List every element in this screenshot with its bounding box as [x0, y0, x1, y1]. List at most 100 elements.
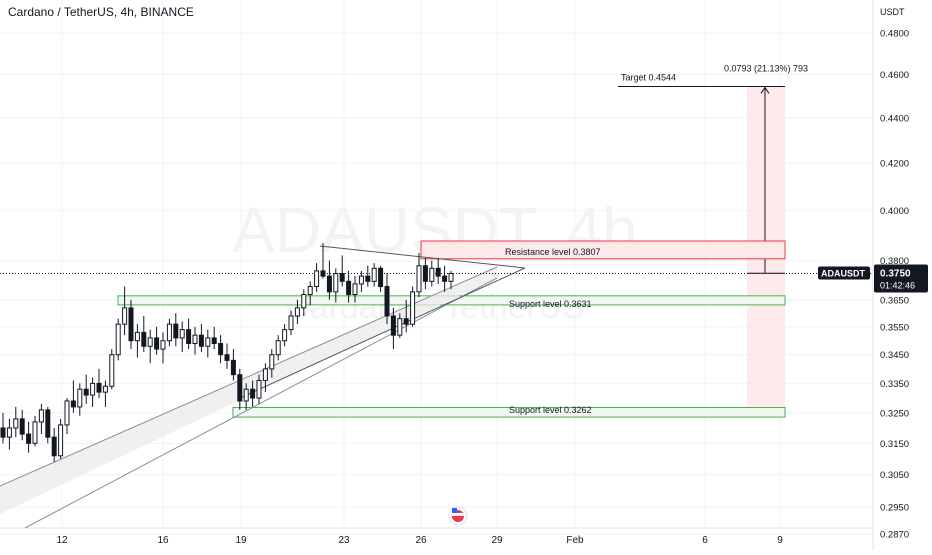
candle-body — [166, 323, 172, 342]
candle-body — [326, 275, 332, 293]
price-tick-label: 0.2950 — [880, 503, 909, 514]
price-tick-label: 0.3250 — [880, 408, 909, 419]
candle-body — [83, 388, 89, 396]
candle-body — [243, 388, 249, 402]
price-tick-label: 0.4200 — [880, 159, 909, 170]
candle-body — [365, 275, 371, 282]
candle — [192, 326, 198, 355]
flag-stripe — [452, 513, 464, 516]
candle — [122, 286, 128, 336]
candle-body — [333, 273, 339, 293]
candle — [102, 380, 108, 407]
support-lower-zone[interactable] — [232, 407, 786, 418]
resistance-zone[interactable] — [420, 240, 786, 260]
candle-body — [397, 318, 403, 336]
candle — [0, 412, 6, 444]
price-axis[interactable]: USDT 0.50000.48000.46000.44000.42000.400… — [880, 0, 909, 540]
candle — [147, 329, 153, 364]
candle — [282, 324, 288, 347]
candle-body — [352, 283, 358, 296]
price-tick-label: 0.3350 — [880, 379, 909, 390]
candle-body — [390, 315, 396, 336]
candle — [429, 260, 435, 287]
candle — [442, 265, 448, 292]
candle-body — [109, 354, 115, 387]
candle — [186, 318, 192, 350]
news-flag-icon[interactable] — [448, 506, 468, 526]
candle — [218, 335, 224, 364]
price-tick-label: 0.3150 — [880, 439, 909, 450]
candle-body — [256, 379, 262, 399]
price-tick-label: 0.3050 — [880, 470, 909, 481]
candle — [6, 418, 12, 450]
candle-body — [448, 273, 454, 282]
candle — [13, 406, 19, 438]
candle — [256, 374, 262, 404]
resistance-label: Resistance level 0.3807 — [505, 247, 601, 257]
price-tick-label: 0.3450 — [880, 350, 909, 361]
candle-body — [128, 307, 134, 342]
candle — [326, 260, 332, 300]
last-price: 0.3750 — [880, 269, 911, 280]
candle-body — [141, 331, 147, 347]
candle — [32, 415, 38, 447]
candle — [250, 380, 256, 407]
candle — [96, 368, 102, 399]
price-tags: ADAUSDT 0.3750 01:42:46 — [818, 264, 928, 293]
candle — [448, 270, 454, 290]
price-tag-bg — [874, 264, 928, 293]
candle-body — [211, 337, 217, 344]
candle-body — [64, 400, 70, 426]
time-axis[interactable]: 12 16 19 23 26 29 Feb 6 9 — [56, 535, 783, 546]
candle — [365, 265, 371, 287]
channel-lower[interactable] — [24, 277, 498, 529]
price-tick-label: 0.3550 — [880, 322, 909, 333]
price-tick-label: 0.4400 — [880, 113, 909, 124]
candle-body — [186, 329, 192, 344]
symbol-tag: ADAUSDT — [821, 269, 866, 279]
candle-body — [320, 270, 326, 277]
time-tick-label: 12 — [56, 535, 68, 546]
candle-body — [179, 329, 185, 339]
candle — [141, 315, 147, 352]
candle-body — [314, 270, 320, 288]
time-tick-label: 9 — [777, 535, 783, 546]
candle — [339, 255, 345, 287]
candle-body — [147, 337, 153, 347]
time-tick-label: 19 — [235, 535, 247, 546]
candle — [416, 252, 422, 298]
time-tick-label: 29 — [491, 535, 503, 546]
candle — [422, 258, 428, 290]
candle-body — [384, 286, 390, 317]
candle-body — [192, 334, 198, 344]
candle-body — [301, 294, 307, 309]
candle — [160, 332, 166, 364]
candle-body — [262, 368, 268, 381]
candle — [154, 326, 160, 355]
candle-body — [6, 427, 12, 438]
candle-body — [429, 267, 435, 282]
candle-body — [230, 359, 236, 376]
candle-body — [205, 337, 211, 347]
triangle-upper[interactable] — [319, 245, 526, 269]
candle-body — [294, 307, 300, 317]
time-tick-label: 26 — [415, 535, 427, 546]
candle-body — [173, 323, 179, 339]
candle-body — [115, 323, 121, 356]
candle-body — [307, 286, 313, 296]
candle-body — [58, 424, 64, 457]
candle — [275, 335, 281, 361]
triangle-lower[interactable] — [239, 267, 526, 399]
candle-body — [442, 275, 448, 282]
candle-body — [422, 265, 428, 282]
candle-body — [358, 275, 364, 285]
candle-body — [198, 334, 204, 347]
candle-body — [218, 342, 224, 356]
candle-body — [339, 273, 345, 282]
candle-body — [90, 382, 96, 396]
candle — [90, 377, 96, 407]
candle — [237, 368, 243, 410]
candle — [115, 318, 121, 361]
